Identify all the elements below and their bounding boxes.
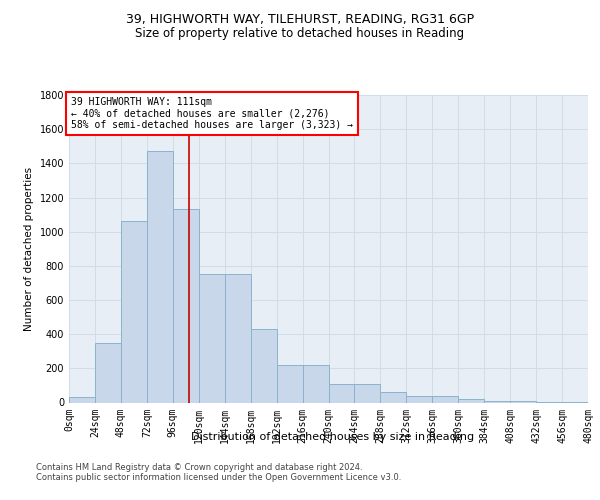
Bar [95, 342, 121, 402]
Bar [302, 365, 329, 403]
Bar [251, 329, 277, 402]
Bar [173, 210, 199, 402]
Bar [225, 274, 251, 402]
Y-axis label: Number of detached properties: Number of detached properties [24, 166, 34, 331]
Bar [199, 274, 224, 402]
Text: Size of property relative to detached houses in Reading: Size of property relative to detached ho… [136, 28, 464, 40]
Text: Contains HM Land Registry data © Crown copyright and database right 2024.
Contai: Contains HM Land Registry data © Crown c… [36, 462, 401, 482]
Bar [329, 384, 355, 402]
Bar [484, 401, 510, 402]
Bar [69, 398, 95, 402]
Bar [277, 365, 302, 403]
Bar [458, 399, 484, 402]
Bar [355, 384, 380, 402]
Text: Distribution of detached houses by size in Reading: Distribution of detached houses by size … [191, 432, 475, 442]
Text: 39, HIGHWORTH WAY, TILEHURST, READING, RG31 6GP: 39, HIGHWORTH WAY, TILEHURST, READING, R… [126, 12, 474, 26]
Bar [147, 152, 173, 402]
Bar [432, 396, 458, 402]
Bar [406, 396, 432, 402]
Bar [510, 401, 536, 402]
Bar [380, 392, 406, 402]
Bar [121, 222, 147, 402]
Text: 39 HIGHWORTH WAY: 111sqm
← 40% of detached houses are smaller (2,276)
58% of sem: 39 HIGHWORTH WAY: 111sqm ← 40% of detach… [71, 96, 353, 130]
